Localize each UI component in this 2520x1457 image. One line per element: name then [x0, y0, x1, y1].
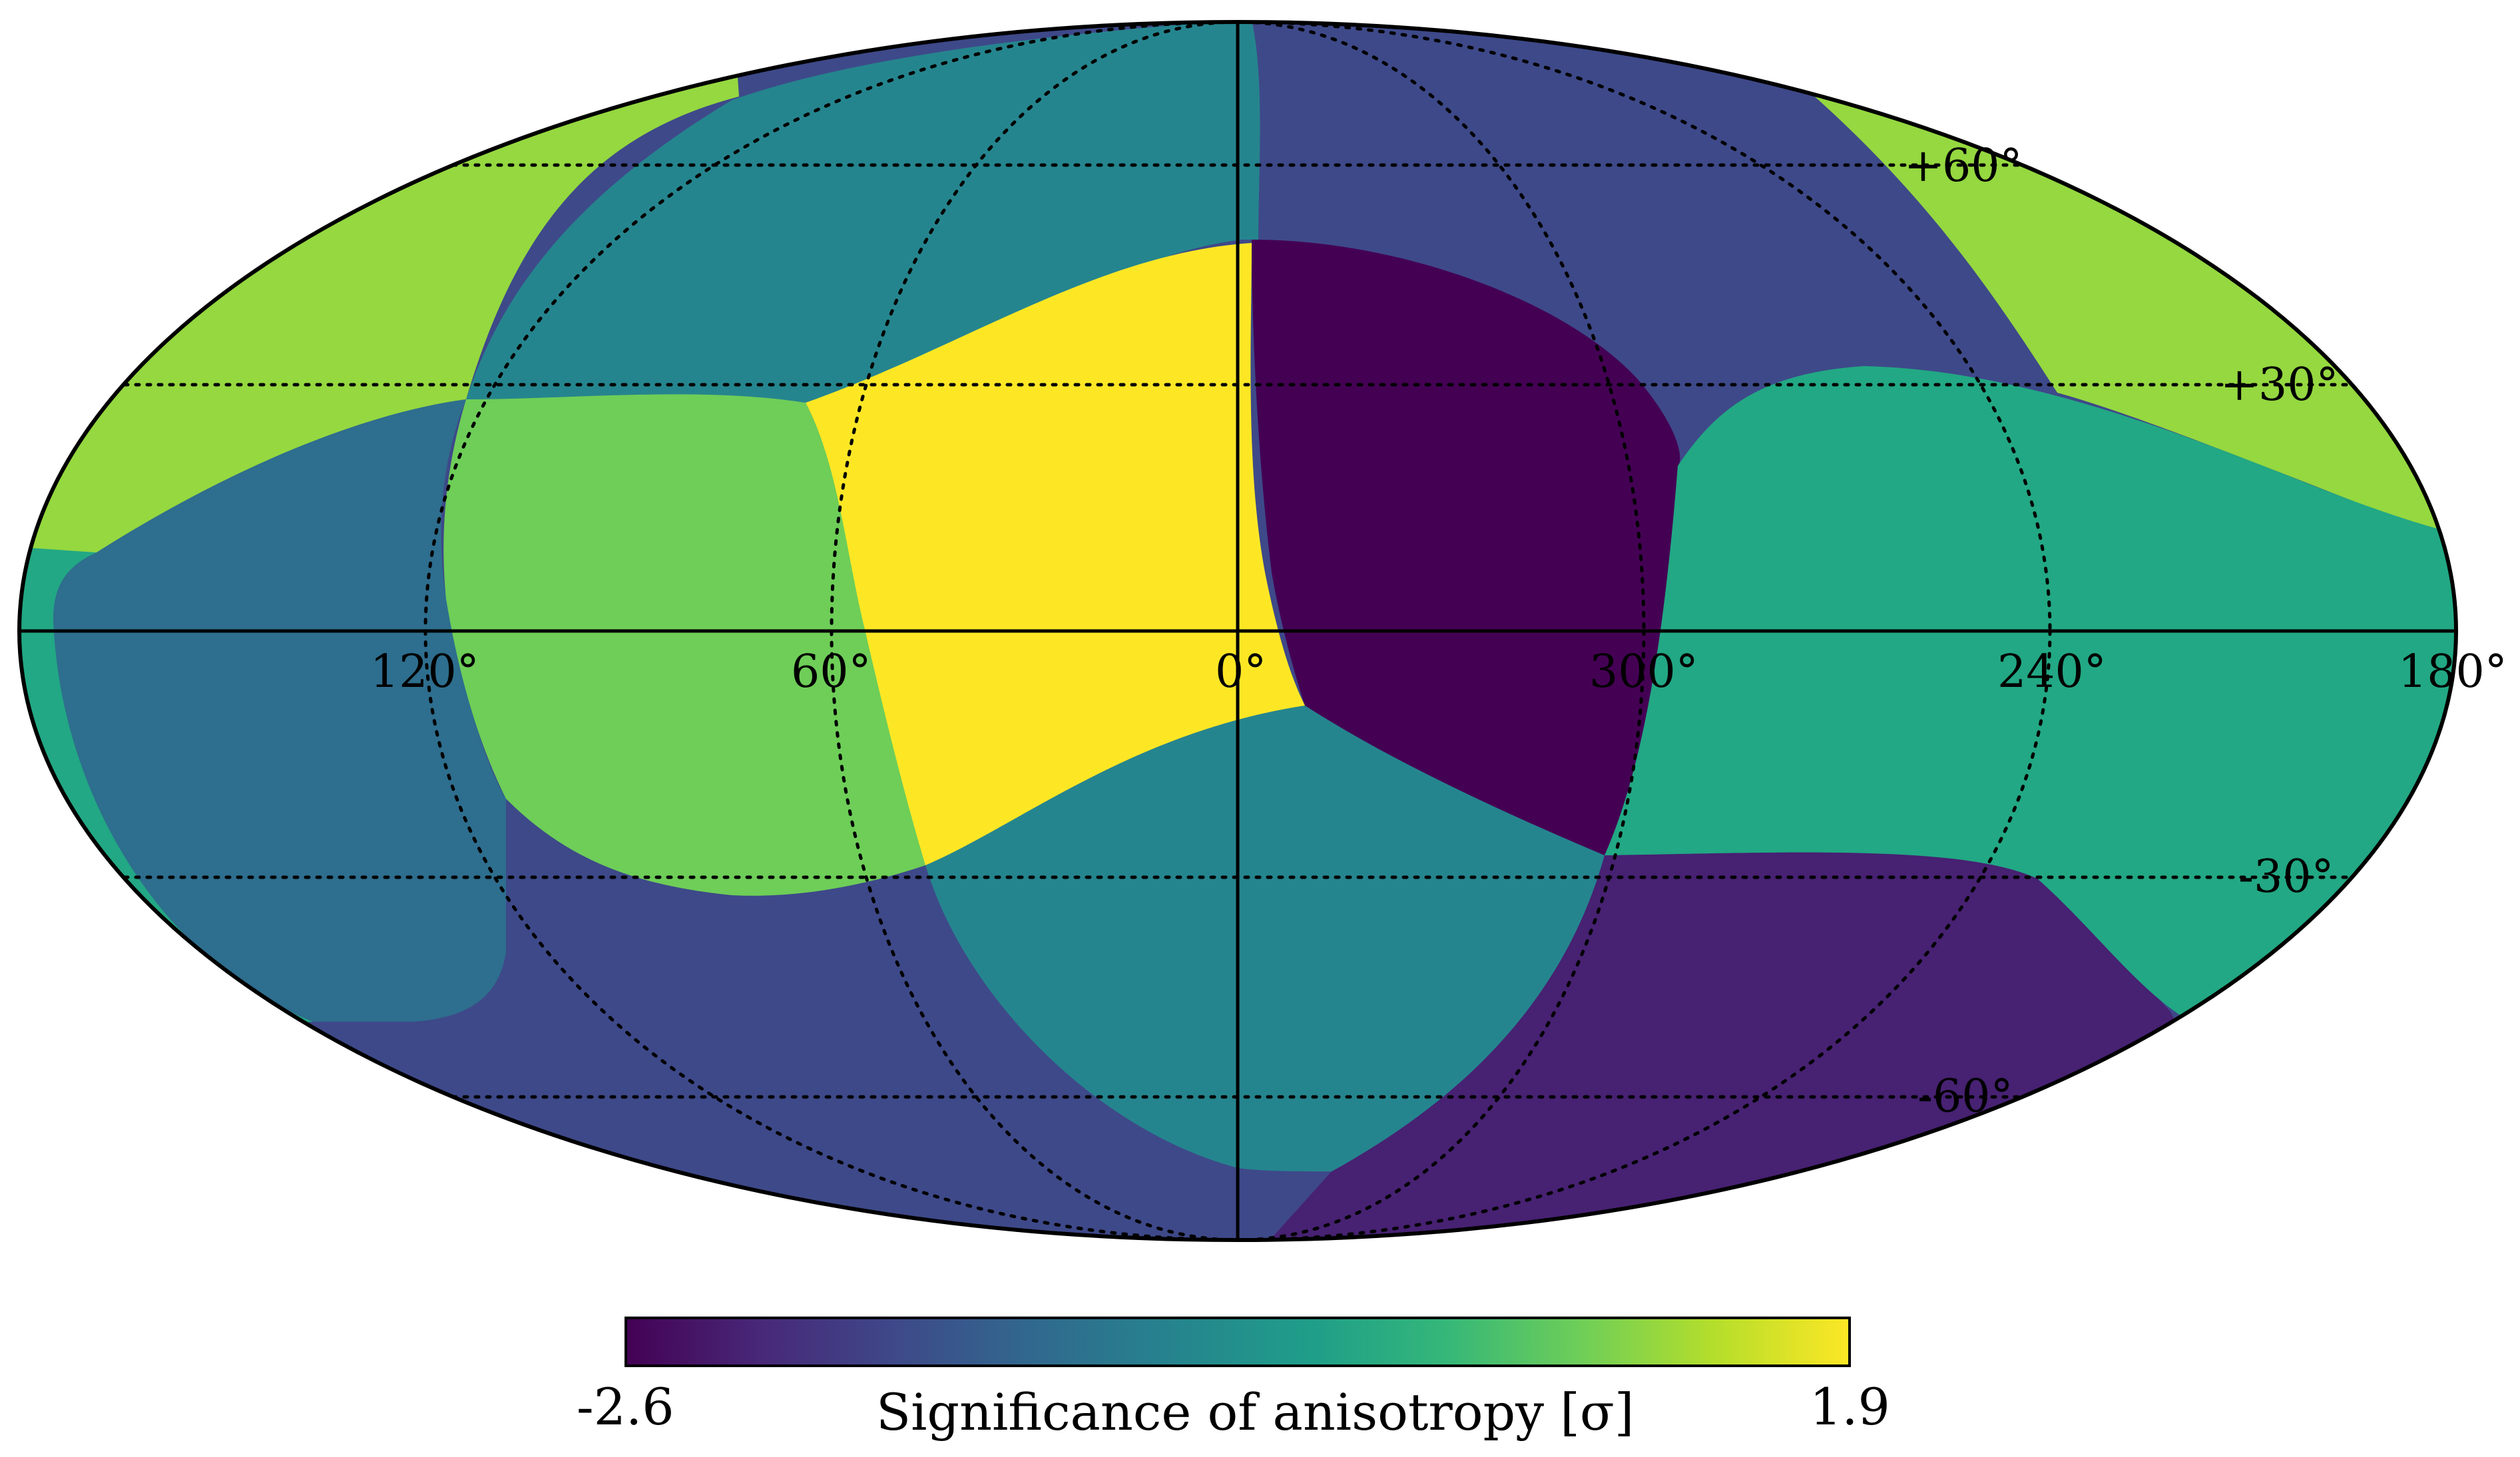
region-dark-purple-center-east [1252, 240, 1680, 855]
lon-label-120: 120° [370, 646, 479, 698]
lon-label-240: 240° [1997, 646, 2107, 698]
map-outline [17, 20, 2458, 1242]
region-teal-east [1605, 366, 2456, 1028]
lat-label-plus-30: +30° [2220, 359, 2339, 411]
colorbar-gradient [625, 1317, 1851, 1367]
region-yellow-center [806, 243, 1305, 865]
lon-label-300: 300° [1589, 646, 1698, 698]
colorbar-title: Significance of anisotropy [σ] [876, 1382, 1634, 1442]
region-cyan-teal-south [925, 706, 1605, 1171]
region-green-west-center [443, 394, 925, 896]
colorbar: -2.6 1.9 Significance of anisotropy [σ] [577, 1317, 1890, 1442]
axes-lines [19, 22, 2456, 1240]
lon-label-0: 0° [1215, 646, 1266, 698]
colorbar-min-label: -2.6 [577, 1377, 674, 1436]
lon-label-180: 180° [2398, 646, 2507, 698]
latitude-labels: +60° +30° -30° -60° [1904, 140, 2339, 1123]
lat-label-minus-30: -30° [2238, 851, 2334, 903]
colorbar-max-label: 1.9 [1810, 1377, 1890, 1436]
region-cyan-teal-north [466, 22, 1260, 403]
lat-label-minus-60: -60° [1917, 1070, 2013, 1123]
lat-label-plus-60: +60° [1904, 140, 2023, 192]
longitude-labels: 120° 60° 0° 300° 240° 180° [370, 646, 2507, 698]
lon-label-60: 60° [791, 646, 872, 698]
